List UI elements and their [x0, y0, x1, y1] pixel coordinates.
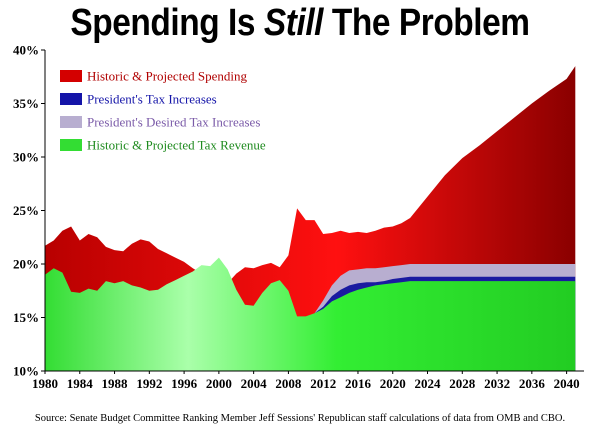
x-tick-label: 2008	[275, 376, 302, 391]
y-tick-label: 35%	[13, 96, 39, 111]
legend-label-tax-increases: President's Tax Increases	[87, 92, 217, 107]
legend-swatch-revenue	[60, 139, 82, 151]
x-tick-label: 1996	[171, 376, 198, 391]
x-tick-label: 2024	[415, 376, 442, 391]
x-tick-label: 2004	[241, 376, 268, 391]
x-tick-label: 2036	[519, 376, 546, 391]
x-tick-label: 1980	[32, 376, 58, 391]
x-tick-label: 1984	[67, 376, 94, 391]
x-tick-label: 2012	[310, 376, 336, 391]
x-tick-label: 2020	[380, 376, 406, 391]
y-tick-label: 10%	[13, 364, 39, 379]
legend: Historic & Projected Spending President's…	[60, 69, 266, 153]
legend-label-spending: Historic & Projected Spending	[87, 69, 247, 84]
x-tick-label: 2000	[206, 376, 232, 391]
axes-group: 10% 15% 20% 25% 30% 35% 40% 1980 1984 1988 1992 199…	[13, 43, 584, 391]
y-tick-label: 40%	[13, 43, 39, 58]
y-tick-label: 20%	[13, 257, 39, 272]
x-tick-label: 1988	[102, 376, 129, 391]
revenue-area	[45, 257, 576, 371]
legend-swatch-spending	[60, 70, 82, 82]
legend-swatch-desired-tax-increases	[60, 116, 82, 128]
x-tick-label: 2032	[484, 376, 510, 391]
x-tick-label: 1992	[136, 376, 162, 391]
x-tick-label: 2028	[449, 376, 476, 391]
y-tick-label: 25%	[13, 203, 39, 218]
legend-label-revenue: Historic & Projected Tax Revenue	[87, 138, 266, 153]
x-tick-label: 2016	[345, 376, 372, 391]
title-part-1: Spending Is	[70, 2, 264, 44]
chart-title: Spending Is Still The Problem	[36, 2, 564, 45]
legend-swatch-tax-increases	[60, 93, 82, 105]
revenue-area-group	[45, 257, 576, 371]
y-tick-label: 30%	[13, 150, 39, 165]
source-note: Source: Senate Budget Committee Ranking …	[34, 413, 566, 424]
y-tick-label: 15%	[13, 310, 39, 325]
legend-label-desired-tax-increases: President's Desired Tax Increases	[87, 115, 260, 130]
title-part-3: The Problem	[323, 2, 530, 44]
title-part-2: Still	[263, 2, 324, 44]
x-tick-label: 2040	[554, 376, 580, 391]
